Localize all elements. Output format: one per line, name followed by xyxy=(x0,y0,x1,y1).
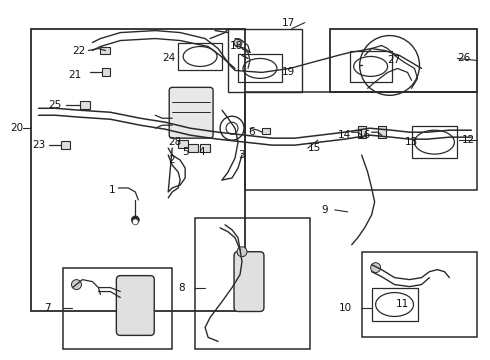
Bar xyxy=(358,126,366,138)
Text: 1: 1 xyxy=(109,185,115,195)
Bar xyxy=(61,141,71,149)
Text: 5: 5 xyxy=(182,147,189,157)
Circle shape xyxy=(237,247,247,257)
Bar xyxy=(178,140,188,148)
Bar xyxy=(262,128,270,134)
Text: 11: 11 xyxy=(395,298,409,309)
Text: 28: 28 xyxy=(168,137,181,147)
Bar xyxy=(188,144,198,152)
Text: 3: 3 xyxy=(238,150,245,160)
FancyBboxPatch shape xyxy=(116,276,154,336)
Text: 9: 9 xyxy=(322,205,328,215)
Circle shape xyxy=(72,280,81,289)
Text: 27: 27 xyxy=(388,55,401,66)
Text: 12: 12 xyxy=(462,135,475,145)
Circle shape xyxy=(370,263,381,273)
Text: 18: 18 xyxy=(230,41,244,50)
Text: 2: 2 xyxy=(168,155,175,165)
Text: 14: 14 xyxy=(338,130,351,140)
FancyBboxPatch shape xyxy=(169,87,213,138)
Text: 17: 17 xyxy=(282,18,295,28)
Bar xyxy=(200,144,210,152)
FancyBboxPatch shape xyxy=(234,252,264,311)
Bar xyxy=(80,101,91,109)
Text: 6: 6 xyxy=(248,127,255,137)
Circle shape xyxy=(132,219,138,225)
Text: 22: 22 xyxy=(73,45,86,55)
Bar xyxy=(102,68,110,76)
Text: 15: 15 xyxy=(308,143,321,153)
Text: 20: 20 xyxy=(11,123,24,133)
Text: 16: 16 xyxy=(358,130,371,140)
Text: 23: 23 xyxy=(33,140,46,150)
Text: 19: 19 xyxy=(282,67,295,77)
Text: 25: 25 xyxy=(49,100,62,110)
Text: 21: 21 xyxy=(69,71,82,80)
Text: 26: 26 xyxy=(457,54,471,63)
Bar xyxy=(378,126,386,138)
Text: 4: 4 xyxy=(198,147,205,157)
Text: 10: 10 xyxy=(339,302,352,312)
Bar xyxy=(100,46,110,54)
Text: 24: 24 xyxy=(162,54,175,63)
Text: 7: 7 xyxy=(44,302,50,312)
Text: 13: 13 xyxy=(405,137,418,147)
Circle shape xyxy=(131,216,139,224)
Text: 8: 8 xyxy=(178,283,185,293)
Circle shape xyxy=(234,39,242,46)
